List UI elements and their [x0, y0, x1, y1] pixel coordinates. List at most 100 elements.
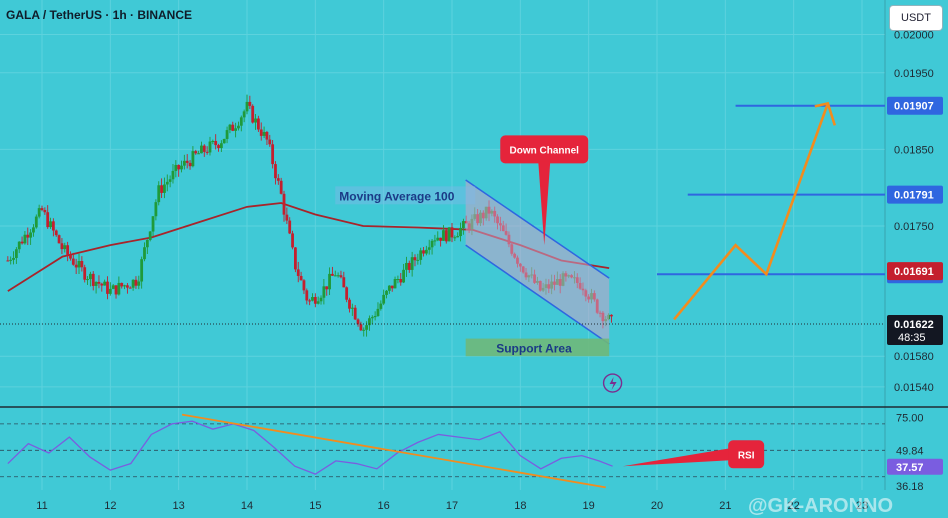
- candle-body: [211, 140, 215, 142]
- candle-body: [402, 269, 405, 283]
- candle-body: [49, 221, 52, 228]
- candle-body: [234, 128, 238, 131]
- candle-body: [308, 300, 312, 302]
- candle-body: [171, 170, 175, 180]
- moving-average-label: Moving Average 100: [339, 189, 454, 203]
- candle-body: [200, 145, 203, 154]
- candle-body: [86, 279, 89, 281]
- candle-body: [23, 234, 27, 244]
- candle-body: [405, 262, 408, 270]
- candle-body: [453, 237, 457, 239]
- candle-body: [137, 281, 141, 286]
- candle-body: [399, 279, 403, 283]
- candle-body: [57, 235, 61, 244]
- candle-body: [117, 282, 121, 295]
- candle-body: [14, 249, 18, 258]
- candle-body: [140, 259, 144, 282]
- rsi-label: RSI: [738, 450, 755, 461]
- candle-body: [51, 221, 55, 231]
- x-axis-tick-label: 12: [104, 500, 116, 512]
- x-axis-tick-label: 15: [309, 500, 321, 512]
- candle-body: [427, 247, 431, 250]
- candle-body: [94, 281, 98, 286]
- candle-body: [305, 290, 309, 301]
- projection-arrowhead: [814, 101, 837, 126]
- x-axis-tick-label: 14: [241, 500, 253, 512]
- candle-body: [413, 257, 417, 261]
- rsi-axis-tick-label: 75.00: [896, 412, 924, 424]
- candle-body: [439, 237, 443, 241]
- candle-body: [316, 301, 320, 304]
- candle-body: [32, 227, 35, 233]
- y-axis-tick-label: 0.01950: [894, 68, 934, 80]
- down-channel-label: Down Channel: [510, 145, 580, 156]
- candle-body: [106, 281, 109, 294]
- candle-body: [382, 294, 386, 304]
- x-axis-tick-label: 11: [36, 500, 47, 512]
- moving-average-label-bg: [335, 186, 476, 205]
- candle-body: [385, 290, 388, 295]
- candle-body: [151, 216, 155, 232]
- rsi-value-badge: [887, 458, 943, 475]
- candle-body: [242, 111, 246, 118]
- candle-body: [322, 286, 326, 298]
- candle-body: [202, 145, 206, 152]
- candle-body: [433, 240, 437, 242]
- candle-body: [456, 236, 460, 238]
- currency-button[interactable]: USDT: [889, 5, 943, 31]
- x-axis-tick-label: 18: [514, 500, 526, 512]
- candle-body: [328, 273, 331, 290]
- rsi-axis-tick-label: 36.18: [896, 481, 924, 493]
- candle-body: [69, 254, 72, 259]
- price-badge-bg: [887, 315, 943, 346]
- candle-body: [9, 259, 13, 261]
- y-axis-tick-label: 0.01850: [894, 144, 934, 156]
- candle-body: [40, 208, 44, 211]
- candle-body: [148, 231, 152, 240]
- support-area-label: Support Area: [496, 342, 572, 356]
- candle-body: [160, 185, 163, 193]
- candle-body: [362, 329, 366, 331]
- candle-body: [442, 230, 445, 241]
- candle-body: [282, 193, 286, 215]
- candle-body: [248, 101, 252, 106]
- candle-body: [123, 285, 126, 287]
- candle-body: [165, 181, 169, 185]
- candle-body: [436, 237, 440, 241]
- candle-body: [444, 230, 448, 242]
- candle-body: [345, 287, 349, 300]
- candle-body: [163, 184, 166, 193]
- candle-body: [387, 285, 391, 291]
- candle-body: [231, 124, 235, 131]
- price-badge-bg: [887, 96, 943, 115]
- candle-body: [407, 262, 411, 270]
- candle-body: [222, 138, 226, 144]
- price-badge-label: 0.01691: [894, 266, 934, 278]
- chart-title: GALA / TetherUS · 1h · BINANCE: [6, 8, 193, 22]
- price-countdown-label: 48:35: [898, 332, 926, 344]
- candle-body: [91, 273, 95, 286]
- candle-body: [114, 285, 118, 295]
- candle-body: [336, 275, 340, 277]
- rsi-axis-tick-label: 49.84: [896, 446, 924, 458]
- candle-body: [299, 275, 303, 281]
- x-axis-tick-label: 17: [446, 500, 458, 512]
- candle-body: [279, 180, 283, 194]
- candle-body: [325, 286, 329, 290]
- candle-body: [66, 245, 70, 255]
- candle-body: [256, 118, 260, 130]
- candle-body: [274, 164, 277, 179]
- candle-body: [134, 279, 138, 286]
- x-axis-tick-label: 13: [173, 500, 185, 512]
- candle-body: [296, 269, 300, 276]
- price-badge-bg: [887, 185, 943, 204]
- candle-body: [34, 216, 38, 228]
- x-axis-tick-label: 19: [583, 500, 595, 512]
- candle-body: [185, 160, 189, 163]
- candle-body: [54, 230, 58, 236]
- candle-body: [311, 297, 314, 301]
- candle-body: [331, 273, 334, 276]
- candle-body: [131, 279, 135, 288]
- candle-body: [254, 118, 257, 123]
